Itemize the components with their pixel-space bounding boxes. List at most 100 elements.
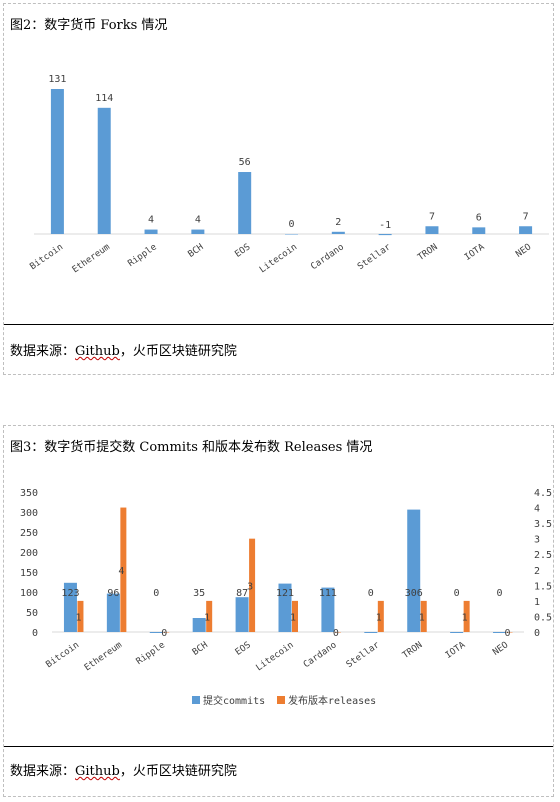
commits-data-label: 0 [153,588,159,599]
commits-releases-bar-chart: 3503002502001501005004.543.532.521.510.5… [20,488,552,707]
releases-bar [334,632,341,633]
right-axis-tick: 3 [534,535,540,546]
commits-bar [321,587,335,632]
releases-data-label: 1 [419,612,425,623]
commits-bar [364,632,378,633]
legend-commits-label: 提交commits [203,694,265,707]
forks-data-label: 4 [148,215,154,226]
forks-bar [97,107,111,234]
commits-releases-chart-panel: 图3：数字货币提交数 Commits 和版本发布数 Releases 情况 35… [3,425,554,797]
forks-bar [519,226,533,234]
forks-bar-chart: 131 Bitcoin 114 Ethereum 4 Ripple 4 BCH 56 EOS 0 Li… [28,74,549,275]
commits-data-label: 123 [61,588,79,599]
commits-category-label: EOS [234,640,253,658]
commits-category-label: Stellar [345,640,382,670]
commits-source-rule [4,746,553,747]
left-axis-tick: 250 [20,528,38,539]
commits-data-label: 0 [497,588,503,599]
left-axis-tick: 0 [32,628,38,639]
releases-bar [463,600,470,632]
commits-source-github: Github [75,764,120,779]
right-axis-tick: 0 [534,628,540,639]
forks-category-label: BCH [187,242,206,260]
forks-data-label: 7 [523,211,529,222]
commits-category-label: NEO [491,640,510,658]
releases-data-label: 1 [376,612,382,623]
commits-data-label: 121 [276,588,294,599]
commits-bar [278,583,292,632]
commits-category-label: IOTA [444,640,468,661]
right-axis-tick: 0.5 [534,612,552,623]
forks-category-label: Stellar [356,242,393,272]
commits-bar [235,597,249,632]
forks-source-suffix: ，火币区块链研究院 [119,344,237,359]
forks-data-label: 7 [429,211,435,222]
forks-source-prefix: 数据来源： [10,344,76,359]
forks-data-label: 4 [195,215,201,226]
releases-bar [420,600,427,632]
commits-source-prefix: 数据来源： [10,764,76,779]
commits-bar [407,509,421,632]
forks-source-note: 数据来源：Github，火币区块链研究院 [10,340,237,359]
left-axis-tick: 200 [20,548,38,559]
forks-data-label: 131 [48,74,66,85]
forks-data-label: 114 [95,93,113,104]
releases-bar [292,600,298,632]
forks-bar [191,229,205,234]
commits-source-suffix: ，火币区块链研究院 [119,764,237,779]
commits-category-label: Litecoin [254,640,295,673]
right-axis-tick: 1.5 [534,581,552,592]
right-axis-tick: 4.5 [534,488,552,499]
commits-bar [450,632,464,633]
forks-category-label: Ethereum [71,242,112,275]
forks-bar [285,234,298,235]
releases-data-label: 0 [333,628,339,639]
forks-chart-panel: 图2：数字货币 Forks 情况 131 Bitcoin 114 Ethereum 4 R… [3,3,554,375]
releases-bar [163,632,170,633]
forks-data-label: 56 [239,157,251,168]
forks-chart-title: 图2：数字货币 Forks 情况 [10,18,168,33]
forks-data-label: -1 [379,220,391,231]
releases-data-label: 1 [290,612,296,623]
commits-bar [149,632,163,633]
commits-data-label: 35 [193,588,205,599]
releases-data-label: 4 [118,566,124,577]
commits-chart-title: 图3：数字货币提交数 Commits 和版本发布数 Releases 情况 [10,440,373,455]
forks-category-label: Litecoin [258,242,299,275]
releases-data-label: 3 [247,581,253,592]
left-axis-tick: 300 [20,508,38,519]
forks-bar [50,89,64,234]
left-axis-tick: 150 [20,568,38,579]
releases-data-label: 0 [161,628,167,639]
releases-bar [249,538,256,632]
commits-bar [63,582,77,632]
commits-source-note: 数据来源：Github，火币区块链研究院 [10,760,237,779]
releases-data-label: 1 [462,612,468,623]
right-axis-tick: 2 [534,566,540,577]
forks-category-label: Bitcoin [28,242,65,272]
forks-bar [238,172,252,234]
forks-category-label: EOS [233,242,252,260]
commits-data-label: 87 [236,588,248,599]
forks-category-label: TRON [416,242,440,263]
forks-source-github: Github [75,344,120,359]
forks-data-label: 0 [288,219,294,230]
releases-bar [206,600,213,632]
releases-bar [506,632,513,633]
commits-category-label: Bitcoin [44,640,81,670]
legend-releases-label: 发布版本releases [288,694,376,707]
left-axis-tick: 350 [20,488,38,499]
commits-data-label: 0 [368,588,374,599]
right-axis-tick: 3.5 [534,519,552,530]
right-axis-tick: 1 [534,597,540,608]
releases-bar [120,507,127,632]
commits-category-label: BCH [191,640,210,658]
releases-bar [377,600,384,632]
forks-bar [425,226,439,234]
left-axis-tick: 50 [26,608,38,619]
releases-data-label: 0 [505,628,511,639]
left-axis-tick: 100 [20,588,38,599]
releases-bar [77,600,84,632]
commits-bar [493,632,507,633]
forks-category-label: Cardano [309,242,346,272]
